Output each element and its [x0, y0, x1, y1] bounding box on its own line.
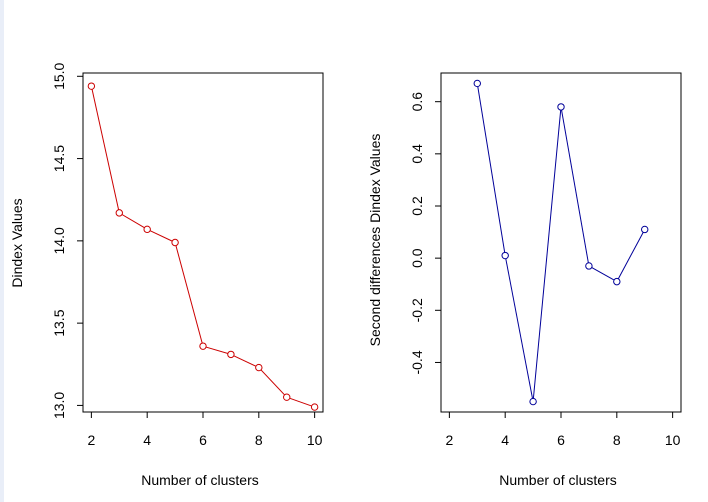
second-differences-x-tick-label: 4 — [501, 432, 509, 448]
second-differences-point — [557, 103, 565, 111]
second-differences-y-tick-label: 0.6 — [409, 92, 425, 112]
second-differences-y-axis: -0.4 -0.2 0.0 0.2 0.4 0.6 — [409, 92, 441, 375]
dindex-point — [310, 403, 319, 411]
second-differences-y-tick-label: 0.4 — [409, 144, 425, 164]
second-differences-line-segment — [532, 106, 562, 402]
second-differences-x-axis: 2 4 6 8 10 — [445, 412, 681, 448]
second-differences-line-segment — [476, 83, 506, 256]
dindex-point — [199, 342, 207, 350]
dindex-point — [87, 82, 96, 90]
second-differences-x-tick-label: 10 — [665, 432, 681, 448]
second-differences-line-segment — [560, 106, 590, 267]
second-differences-point — [473, 79, 481, 88]
dindex-y-axis-label: Dindex Values — [9, 198, 25, 287]
dindex-point — [171, 238, 179, 247]
dindex-x-tick-label: 4 — [143, 432, 151, 448]
dindex-line-segment — [90, 86, 120, 213]
dindex-point — [283, 393, 291, 401]
dindex-point — [227, 350, 235, 359]
second-differences-point — [641, 225, 649, 234]
dindex-panel: 2 4 6 8 10 13.0 13.5 14.0 14.5 15.0 Number of cl… — [9, 62, 324, 488]
dindex-line-segment — [174, 242, 204, 347]
second-differences-point — [501, 251, 509, 260]
dindex-plot-frame — [82, 72, 324, 413]
second-differences-y-tick-label: 0.2 — [409, 196, 425, 216]
dindex-series — [87, 82, 319, 411]
dindex-line-segment — [146, 228, 176, 243]
dindex-x-tick-label: 2 — [87, 432, 95, 448]
second-differences-y-tick-label: 0.0 — [409, 248, 425, 268]
second-differences-point — [529, 397, 537, 406]
dindex-x-axis: 2 4 6 8 10 — [87, 412, 323, 448]
dindex-x-axis-label: Number of clusters — [141, 472, 258, 488]
second-differences-plot-frame — [440, 72, 682, 413]
second-differences-line-segment — [616, 229, 646, 282]
second-differences-x-tick-label: 6 — [557, 432, 565, 448]
second-differences-point — [585, 262, 593, 270]
dindex-y-tick-label: 13.0 — [51, 392, 67, 419]
dindex-line-segment — [119, 212, 148, 230]
dindex-point — [255, 363, 263, 372]
dindex-x-tick-label: 10 — [307, 432, 323, 448]
second-differences-line-segment — [504, 255, 534, 402]
second-differences-y-tick-label: -0.4 — [409, 350, 425, 374]
dindex-y-axis: 13.0 13.5 14.0 14.5 15.0 — [51, 62, 83, 419]
dindex-line-segment — [258, 367, 288, 398]
dindex-point — [143, 225, 151, 234]
dindex-y-tick-label: 13.5 — [51, 309, 67, 336]
second-differences-series — [473, 79, 649, 406]
dindex-y-tick-label: 14.0 — [51, 227, 67, 254]
window-edge-strip — [0, 0, 4, 502]
dindex-line-segment — [286, 396, 315, 408]
dindex-point — [115, 209, 123, 217]
dindex-x-tick-label: 6 — [199, 432, 207, 448]
second-differences-x-tick-label: 8 — [613, 432, 621, 448]
second-differences-x-tick-label: 2 — [445, 432, 453, 448]
dindex-x-tick-label: 8 — [255, 432, 263, 448]
second-differences-line-segment — [588, 265, 618, 283]
second-differences-panel: 2 4 6 8 10 -0.4 -0.2 0.0 0.2 0.4 0.6 Number of cl… — [367, 72, 682, 488]
dindex-line-segment — [202, 345, 232, 355]
dindex-y-tick-label: 14.5 — [51, 145, 67, 172]
dindex-y-tick-label: 15.0 — [51, 62, 67, 89]
dindex-line-segment — [230, 353, 260, 369]
second-differences-x-axis-label: Number of clusters — [499, 472, 616, 488]
second-differences-point — [613, 277, 621, 286]
second-differences-y-axis-label: Second differences Dindex Values — [367, 134, 383, 347]
second-differences-y-tick-label: -0.2 — [409, 298, 425, 322]
